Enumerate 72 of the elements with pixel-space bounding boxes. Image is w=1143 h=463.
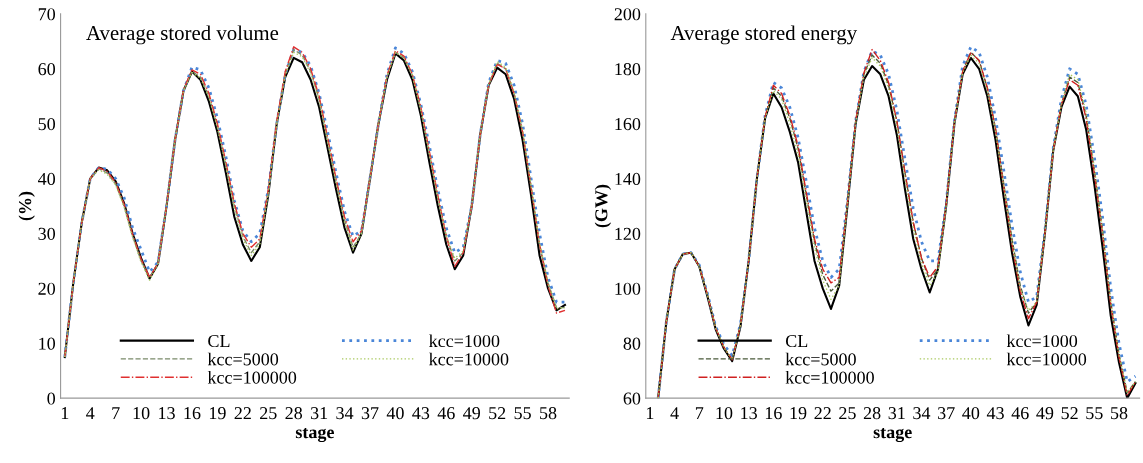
x-tick-label: 58 [540,407,557,420]
x-tick-label: 55 [1086,407,1103,420]
text: Average stored volume [86,25,279,45]
x-tick-label: 52 [489,407,506,420]
y-tick-label: 100 [615,282,641,295]
legend-label: kcc=1000 [1006,334,1078,348]
x-tick-label: 46 [1011,407,1029,420]
x-tick-label: 28 [863,407,881,420]
text: Average stored energy [670,25,858,45]
legend-label: kcc=10000 [428,352,509,366]
y-tick-label: 160 [615,117,641,131]
x-tick-label: 55 [514,407,531,420]
x-tick-label: 49 [463,407,481,420]
x-tick-label: 52 [1061,407,1078,420]
x-tick-label: 16 [184,407,201,420]
y-tick-label: 10 [39,337,56,350]
x-tick-label: 43 [412,407,430,420]
x-axis-title: stage [873,427,912,443]
y-tick-label: 80 [623,337,641,350]
legend-label: kcc=10000 [1006,352,1087,366]
x-tick-label: 34 [336,407,354,420]
y-tick-label: 140 [615,172,641,186]
legend-label: CL [208,334,230,348]
x-tick-label: 37 [361,407,379,420]
x-tick-label: 40 [962,407,980,420]
x-tick-label: 37 [938,407,955,420]
y-axis-title: (%) [18,191,35,221]
y-tick-label: 60 [623,392,641,405]
x-tick-label: 13 [159,407,175,420]
x-tick-label: 1 [61,407,69,420]
x-tick-label: 25 [839,407,856,420]
x-tick-label: 28 [285,407,303,420]
x-tick-label: 10 [133,407,150,420]
x-tick-label: 25 [260,407,277,420]
x-tick-label: 16 [765,407,782,420]
x-tick-label: 46 [437,407,455,420]
y-tick-label: 60 [38,63,56,76]
x-tick-label: 40 [386,407,404,420]
x-tick-label: 19 [790,407,807,420]
x-tick-label: 19 [209,407,226,420]
y-tick-label: 50 [38,117,56,131]
x-tick-label: 7 [112,407,120,420]
legend-label: kcc=5000 [785,352,856,366]
x-tick-label: 31 [310,407,328,420]
y-tick-label: 180 [615,63,641,76]
x-tick-label: 4 [86,407,95,420]
x-tick-label: 10 [716,407,733,420]
y-tick-label: 20 [38,282,56,295]
y-tick-label: 120 [615,227,641,240]
x-tick-label: 1 [646,407,654,420]
y-tick-label: 0 [47,392,56,405]
y-axis-title: (GW) [594,184,612,228]
legend-label: kcc=1000 [428,334,500,348]
legend-label: kcc=100000 [785,370,874,384]
legend-label: kcc=5000 [207,352,279,366]
y-tick-label: 70 [38,8,56,21]
legend-label: CL [785,334,808,348]
x-tick-label: 13 [741,407,757,420]
y-tick-label: 200 [614,8,641,21]
x-tick-label: 22 [234,407,251,420]
y-tick-label: 30 [38,227,56,240]
x-tick-label: 43 [986,407,1004,420]
y-tick-label: 40 [38,172,56,186]
legend-label: kcc=100000 [207,370,297,384]
x-tick-label: 31 [888,407,905,420]
x-tick-label: 22 [814,407,831,420]
x-tick-label: 49 [1036,407,1054,420]
x-axis-title: stage [295,427,334,443]
x-tick-label: 4 [670,407,679,420]
x-tick-label: 58 [1111,407,1128,420]
x-tick-label: 34 [913,407,931,420]
x-tick-label: 7 [695,407,704,420]
